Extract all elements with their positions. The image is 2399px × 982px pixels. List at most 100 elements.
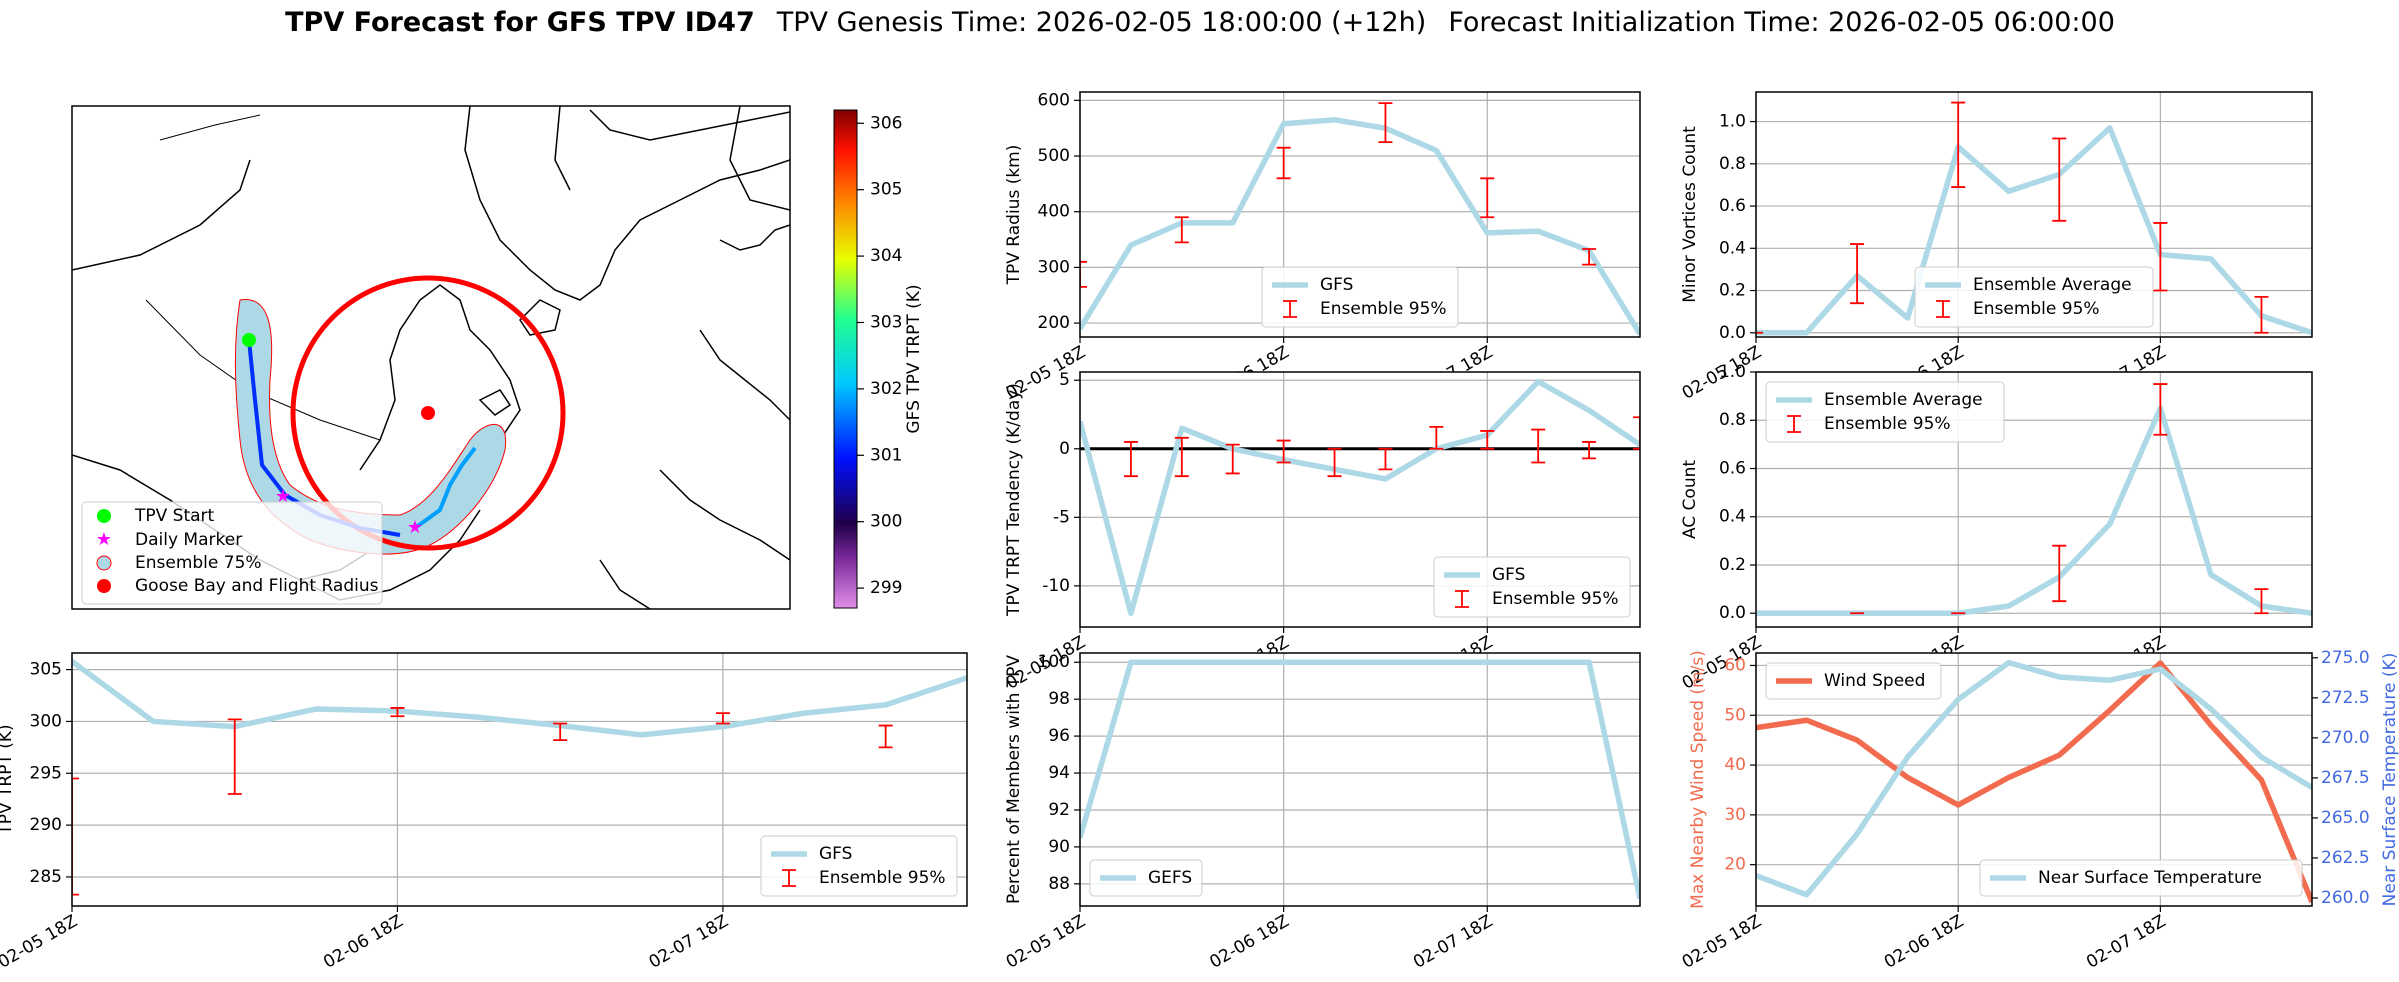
error-bar: [1378, 447, 1393, 471]
title-init: Forecast Initialization Time: 2026-02-05…: [1448, 7, 2115, 38]
series-line: [1756, 660, 2312, 904]
legend-label: Goose Bay and Flight Radius: [135, 576, 379, 596]
legend-label: Ensemble 95%: [1973, 299, 2100, 319]
error-bar: [1582, 441, 1597, 460]
panel: 285 290 295 300 305 02-05 18Z 02-06 18Z 02-07 1…: [0, 652, 968, 973]
colorbar-tick-label: 302: [870, 379, 902, 399]
error-bar: [1480, 177, 1495, 219]
legend-swatch: [1787, 415, 1801, 433]
y-tick-label: 1.0: [1719, 112, 1746, 132]
y-tick-label: 0.0: [1719, 603, 1746, 623]
legend-box: [1433, 556, 1631, 618]
colorbar-tick-label: 303: [870, 312, 902, 332]
error-bar: [1174, 436, 1189, 478]
legend-label: Wind Speed: [1824, 671, 1925, 691]
legend-label: Ensemble 95%: [1492, 589, 1619, 609]
error-bar: [72, 777, 79, 896]
plot-border: [1079, 91, 1641, 338]
y-tick-label: 100: [1038, 652, 1070, 672]
error-bar: [1531, 428, 1546, 464]
y-tick-label: 0.4: [1719, 238, 1746, 258]
y-tick-label: 200: [1038, 313, 1070, 333]
error-bar: [553, 722, 568, 741]
plot: [1080, 102, 1640, 336]
plot: [1080, 378, 1640, 617]
y-tick-label: 0.4: [1719, 507, 1746, 527]
legend-box: [1765, 381, 2005, 443]
title-main: TPV Forecast for GFS TPV ID47: [285, 7, 755, 38]
y2-tick-label: 260.0: [2321, 888, 2370, 908]
plot-border: [71, 652, 968, 907]
y-tick-label: 98: [1048, 689, 1070, 709]
y-tick-label: 92: [1048, 800, 1070, 820]
y-tick-label: -5: [1053, 507, 1070, 527]
error-bar: [1378, 102, 1393, 144]
y-tick-label: 60: [1724, 655, 1746, 675]
error-bar: [1276, 439, 1291, 464]
y2-tick-label: 272.5: [2321, 688, 2370, 708]
legend-label: TPV Start: [134, 506, 215, 526]
suptitle: TPV Forecast for GFS TPV ID47 TPV Genesis…: [285, 7, 2115, 38]
legend-label: Ensemble Average: [1973, 275, 2132, 295]
legend-label: GEFS: [1148, 868, 1192, 888]
legend-label: Ensemble 95%: [819, 868, 946, 888]
colorbar-label: GFS TPV TRPT (K): [904, 284, 924, 433]
plot: [1756, 383, 2312, 616]
colorbar-tick-label: 304: [870, 246, 902, 266]
error-bar: [2153, 383, 2168, 436]
title-genesis: TPV Genesis Time: 2026-02-05 18:00:00 (+…: [776, 7, 1427, 38]
y-tick-label: 300: [30, 711, 62, 731]
y-tick-label: 50: [1724, 705, 1746, 725]
y-tick-label: 0.2: [1719, 281, 1746, 301]
x-tick-label: 02-06 18Z: [320, 911, 406, 972]
ensemble-75-area: [234, 299, 507, 555]
tpv-start: [242, 333, 256, 347]
y-tick-label: 400: [1038, 202, 1070, 222]
colorbar-tick-label: 300: [870, 512, 902, 532]
error-bar: [1633, 416, 1640, 450]
plot: [1080, 659, 1640, 900]
y-tick-label: 0: [1059, 439, 1070, 459]
y-tick-label: 94: [1048, 763, 1070, 783]
legend-label: GFS: [819, 844, 852, 864]
y-tick-label: 90: [1048, 837, 1070, 857]
y-tick-label: 285: [30, 867, 62, 887]
error-bar: [878, 724, 893, 749]
y-axis-label: Percent of Members with TPV: [1004, 655, 1024, 904]
series-line: [1756, 659, 2312, 898]
legend-label: Ensemble 75%: [135, 553, 262, 573]
y-tick-label: 1.0: [1719, 362, 1746, 382]
y-tick-label: 0.2: [1719, 555, 1746, 575]
legend-label: GFS: [1492, 565, 1525, 585]
legend-label: GFS: [1320, 275, 1353, 295]
x-tick-label: 02-05 18Z: [1679, 911, 1765, 972]
y2-tick-label: 262.5: [2321, 848, 2370, 868]
legend-label: Ensemble Average: [1824, 390, 1983, 410]
colorbar-tick-label: 306: [870, 113, 902, 133]
legend-box: [1089, 859, 1203, 897]
legend-label: Ensemble 95%: [1824, 414, 1951, 434]
y-axis-label: Max Nearby Wind Speed (m/s): [1688, 650, 1708, 909]
y2-tick-label: 265.0: [2321, 808, 2370, 828]
y-tick-label: 600: [1038, 90, 1070, 110]
legend-swatch: [1455, 590, 1469, 608]
plot-border: [1079, 652, 1641, 907]
legend-swatch: [782, 869, 796, 887]
error-bar: [2254, 588, 2269, 615]
y-tick-label: 40: [1724, 755, 1746, 775]
y-axis-label: TPV TRPT (K): [0, 724, 16, 835]
series-line: [1756, 125, 2312, 336]
y2-tick-label: 267.5: [2321, 768, 2370, 788]
y-tick-label: -10: [1042, 576, 1070, 596]
series-line: [1756, 405, 2312, 616]
error-bar: [1225, 443, 1240, 475]
colorbar-tick-label: 299: [870, 578, 902, 598]
legend-box: [760, 835, 958, 897]
y2-tick-label: 275.0: [2321, 648, 2370, 668]
y-tick-label: 290: [30, 815, 62, 835]
panel: 88 90 92 94 96 98 100 02-05 18Z 02-06 18Z 02-07 1…: [1003, 652, 1641, 973]
y-tick-label: 5: [1059, 370, 1070, 390]
y-axis-label: Minor Vortices Count: [1680, 126, 1700, 303]
error-bar: [1850, 243, 1865, 305]
